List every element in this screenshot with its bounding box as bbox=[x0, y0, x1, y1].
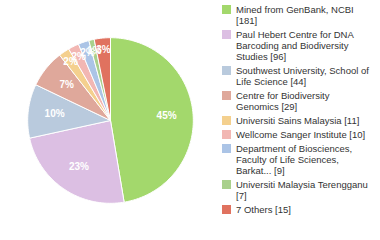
svg-text:23%: 23% bbox=[69, 161, 89, 172]
html-text:Wellcome Sanger Institute [10]: Wellcome Sanger Institute [10] bbox=[236, 129, 366, 140]
html-text:Paul Hebert Centre for DNA Bar: Paul Hebert Centre for DNA Barcoding and… bbox=[236, 29, 354, 62]
svg-text:3%: 3% bbox=[96, 44, 111, 55]
html-text:Universiti Sains Malaysia [11]: Universiti Sains Malaysia [11] bbox=[236, 115, 360, 126]
html-text:Department of Biosciences, Fac: Department of Biosciences, Faculty of Li… bbox=[236, 143, 353, 176]
html-text:7 Others [15]: 7 Others [15] bbox=[236, 204, 291, 215]
svg-text:7%: 7% bbox=[59, 79, 74, 90]
html-text:Universiti Malaysia Terengganu: Universiti Malaysia Terengganu [7] bbox=[236, 179, 368, 201]
html-text:Southwest University, School o: Southwest University, School of Life Sci… bbox=[236, 65, 369, 87]
svg-text:45%: 45% bbox=[157, 110, 177, 121]
html-text:Centre for Biodiversity Genomi: Centre for Biodiversity Genomics [29] bbox=[236, 90, 330, 112]
svg-text:2%: 2% bbox=[71, 51, 86, 62]
html-text:Mined from GenBank, NCBI [181]: Mined from GenBank, NCBI [181] bbox=[236, 4, 354, 26]
svg-text:10%: 10% bbox=[45, 108, 65, 119]
svg-text:1%: 1% bbox=[86, 45, 102, 57]
